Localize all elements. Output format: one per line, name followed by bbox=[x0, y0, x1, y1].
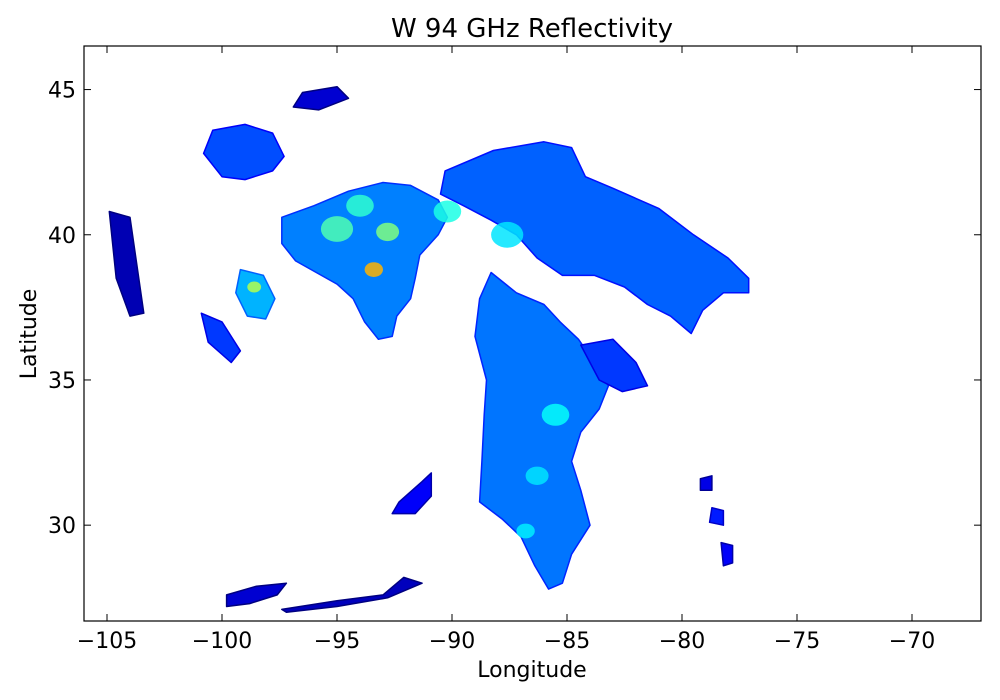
reflectivity-region-northern-cluster bbox=[202, 123, 285, 181]
y-axis-label: Latitude bbox=[17, 289, 42, 380]
reflectivity-maximum bbox=[541, 403, 570, 426]
x-tick-label: −105 bbox=[77, 629, 137, 654]
reflectivity-maxima bbox=[247, 194, 570, 539]
y-tick-label: 45 bbox=[48, 79, 76, 104]
reflectivity-maximum bbox=[320, 216, 354, 242]
x-tick-label: −80 bbox=[659, 629, 705, 654]
x-tick-label: −100 bbox=[192, 629, 252, 654]
x-axis-label: Longitude bbox=[477, 658, 586, 683]
reflectivity-maximum bbox=[525, 466, 549, 485]
plot-frame bbox=[83, 45, 982, 622]
reflectivity-region-south-central-storm bbox=[235, 268, 276, 320]
x-tick-label: −85 bbox=[544, 629, 590, 654]
reflectivity-maximum bbox=[376, 222, 400, 242]
reflectivity-region-central-plains-complex bbox=[281, 181, 449, 341]
x-axis: −105 −100 −95 −90 −85 −80 −75 −70 bbox=[77, 46, 935, 654]
reflectivity-region-gulf-cell bbox=[391, 472, 433, 515]
reflectivity-maximum bbox=[491, 221, 524, 248]
x-tick-label: −70 bbox=[889, 629, 935, 654]
reflectivity-maximum bbox=[346, 194, 374, 217]
reflectivity-region-south-strip-mid bbox=[281, 576, 423, 614]
y-tick-label: 30 bbox=[48, 514, 76, 539]
x-tick-label: −95 bbox=[314, 629, 360, 654]
chart-title: W 94 GHz Reflectivity bbox=[391, 14, 673, 44]
reflectivity-region-western-streak bbox=[108, 210, 145, 317]
reflectivity-region-southeast-appendage bbox=[580, 338, 649, 393]
reflectivity-maximum bbox=[516, 523, 535, 539]
reflectivity-region-texas-southwest-cell bbox=[200, 312, 242, 364]
x-tick-label: −90 bbox=[429, 629, 475, 654]
reflectivity-region-atlantic-cell-a bbox=[699, 475, 713, 492]
reflectivity-region-atlantic-cell-c bbox=[720, 541, 734, 567]
reflectivity-maximum bbox=[247, 281, 262, 293]
y-tick-label: 35 bbox=[48, 369, 76, 394]
y-axis: 30 35 40 45 bbox=[48, 79, 981, 539]
x-tick-label: −75 bbox=[774, 629, 820, 654]
reflectivity-maximum bbox=[364, 262, 383, 277]
reflectivity-maximum bbox=[433, 200, 462, 223]
reflectivity-region-northern-streak bbox=[292, 85, 350, 111]
reflectivity-region-southern-band bbox=[474, 271, 610, 590]
reflectivity-region-south-strip-west bbox=[225, 582, 288, 608]
reflectivity-region-atlantic-cell-b bbox=[708, 506, 725, 526]
y-tick-label: 40 bbox=[48, 224, 76, 249]
reflectivity-field bbox=[108, 85, 750, 614]
